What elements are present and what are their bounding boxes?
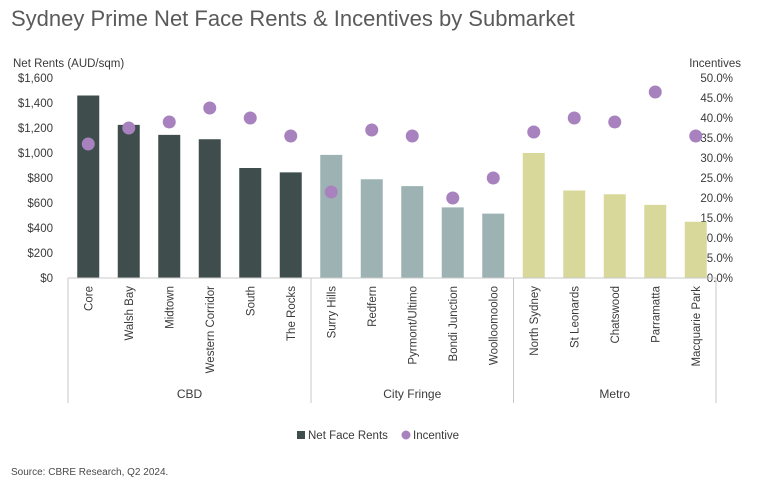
group-label-cbd: CBD <box>177 387 203 401</box>
y-axis-ticks: $0 $200 $400 $600 $800 $1,000 $1,200 $1,400 $1,6… <box>18 73 53 285</box>
bar-south <box>239 168 262 278</box>
incentive-point-core <box>81 137 95 151</box>
y2-tick-label: 35.0% <box>700 133 733 145</box>
y2-axis-title: Incentives <box>689 58 741 70</box>
incentive-point-pyrmont-ultimo <box>405 129 419 143</box>
y2-tick-label: 50.0% <box>700 73 733 85</box>
x-axis: Core Walsh Bay Midtown Western Corridor Sout… <box>67 277 717 403</box>
x-tick-label-woolloomooloo: Woolloomooloo <box>488 286 500 365</box>
incentive-point-walsh-bay <box>122 121 136 135</box>
incentive-point-macquarie-park <box>689 129 703 143</box>
legend-swatch-net-face-rents <box>297 431 305 439</box>
y-axis-title: Net Rents (AUD/sqm) <box>13 58 124 70</box>
x-tick-label-pyrmont-ultimo: Pyrmont/Ultimo <box>407 286 419 365</box>
legend-swatch-incentive <box>401 430 411 440</box>
bar-woolloomooloo <box>482 213 505 278</box>
y2-tick-label: 30.0% <box>700 153 733 165</box>
chart-title: Sydney Prime Net Face Rents & Incentives… <box>11 6 575 31</box>
y2-tick-label: 20.0% <box>700 193 733 205</box>
x-tick-label-bondi-junction: Bondi Junction <box>448 286 460 361</box>
bar-surry-hills <box>320 154 343 278</box>
y-tick-label: $1,600 <box>18 73 53 85</box>
bar-parramatta <box>644 204 667 278</box>
y-tick-label: $200 <box>27 248 53 260</box>
incentive-point-surry-hills <box>324 185 338 199</box>
legend: Net Face Rents Incentive <box>297 430 459 442</box>
bar-the-rocks <box>279 172 302 278</box>
y2-tick-label: 5.0% <box>707 253 733 265</box>
y-tick-label: $0 <box>40 273 53 285</box>
incentive-point-woolloomooloo <box>486 171 500 185</box>
source-note: Source: CBRE Research, Q2 2024. <box>11 467 169 478</box>
y-tick-label: $1,000 <box>18 148 53 160</box>
incentive-point-north-sydney <box>527 125 541 139</box>
x-tick-label-core: Core <box>83 286 95 311</box>
x-tick-label-north-sydney: North Sydney <box>529 286 541 356</box>
bar-walsh-bay <box>117 124 140 278</box>
incentive-point-western-corridor <box>203 101 217 115</box>
y-tick-label: $600 <box>27 198 53 210</box>
group-label-city-fringe: City Fringe <box>383 387 441 401</box>
x-tick-label-chatswood: Chatswood <box>610 286 622 344</box>
incentive-point-bondi-junction <box>446 191 460 205</box>
y2-tick-label: 45.0% <box>700 93 733 105</box>
incentive-point-midtown <box>162 115 176 129</box>
bar-pyrmont-ultimo <box>401 186 424 278</box>
incentive-point-south <box>243 111 257 125</box>
bar-chatswood <box>603 194 626 278</box>
bar-core <box>77 95 100 278</box>
y-tick-label: $800 <box>27 173 53 185</box>
x-tick-label-south: South <box>245 286 257 316</box>
incentive-point-redfern <box>365 123 379 137</box>
legend-label-net-face-rents: Net Face Rents <box>308 430 388 442</box>
y2-tick-label: 15.0% <box>700 213 733 225</box>
x-tick-label-midtown: Midtown <box>164 286 176 329</box>
x-tick-label-surry-hills: Surry Hills <box>326 286 338 339</box>
y-tick-label: $400 <box>27 223 53 235</box>
x-tick-label-macquarie-park: Macquarie Park <box>691 286 703 367</box>
x-tick-label-redfern: Redfern <box>367 286 379 327</box>
x-tick-label-walsh-bay: Walsh Bay <box>124 286 136 341</box>
x-tick-label-western-corridor: Western Corridor <box>205 286 217 374</box>
x-tick-label-the-rocks: The Rocks <box>286 286 298 341</box>
y-tick-label: $1,400 <box>18 98 53 110</box>
legend-label-incentive: Incentive <box>413 430 459 442</box>
y-tick-label: $1,200 <box>18 123 53 135</box>
bar-western-corridor <box>198 139 221 278</box>
y2-tick-label: 0.0% <box>707 273 733 285</box>
x-tick-label-parramatta: Parramatta <box>650 285 662 342</box>
y2-tick-label: 40.0% <box>700 113 733 125</box>
incentive-dots-layer <box>81 85 703 205</box>
incentive-point-chatswood <box>608 115 622 129</box>
y2-tick-label: 10.0% <box>700 233 733 245</box>
bar-st-leonards <box>563 190 586 278</box>
x-tick-label-st-leonards: St Leonards <box>569 286 581 348</box>
y2-axis-ticks: 0.0% 5.0% 10.0% 15.0% 20.0% 25.0% 30.0% 35.0% 40… <box>700 73 733 285</box>
y2-tick-label: 25.0% <box>700 173 733 185</box>
incentive-point-parramatta <box>648 85 662 99</box>
bar-bondi-junction <box>441 207 464 278</box>
bar-north-sydney <box>522 153 545 278</box>
bar-redfern <box>360 179 383 278</box>
group-label-metro: Metro <box>599 387 630 401</box>
incentive-point-st-leonards <box>567 111 581 125</box>
incentive-point-the-rocks <box>284 129 298 143</box>
bar-macquarie-park <box>684 221 707 278</box>
bar-midtown <box>158 134 181 278</box>
